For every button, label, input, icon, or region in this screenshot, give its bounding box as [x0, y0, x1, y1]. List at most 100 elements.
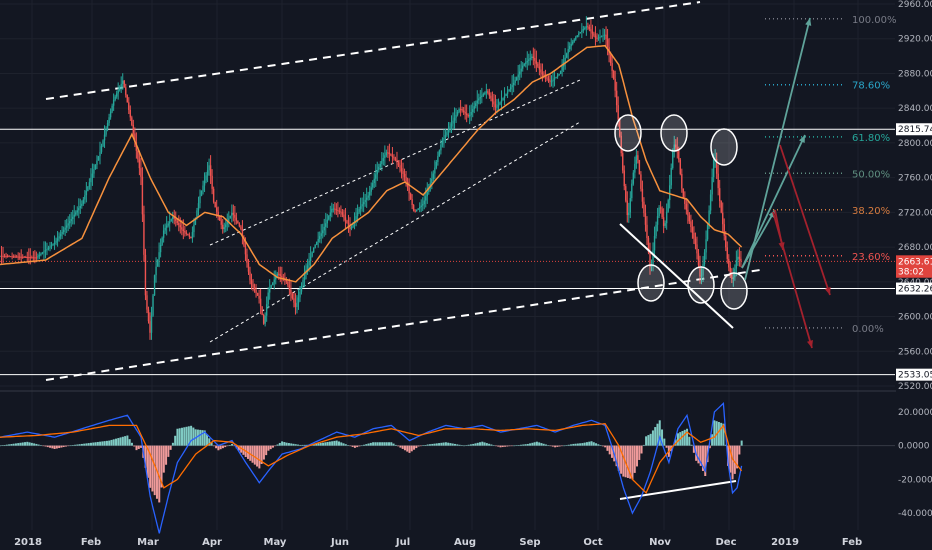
macd-histogram-bar	[103, 441, 106, 446]
candle-body	[534, 57, 536, 61]
macd-histogram-bar	[303, 444, 306, 446]
macd-histogram-bar	[708, 445, 711, 449]
macd-histogram-bar	[55, 445, 58, 449]
candle-body	[114, 96, 116, 100]
candle-body	[555, 76, 557, 79]
macd-histogram-bar	[67, 445, 70, 447]
candle-body	[723, 224, 725, 236]
macd-histogram-bar	[433, 443, 436, 446]
macd-histogram-bar	[699, 445, 702, 466]
macd-histogram-bar	[406, 445, 409, 452]
candle-body	[623, 170, 625, 187]
macd-histogram-bar	[196, 429, 199, 446]
macd-histogram-bar	[169, 445, 172, 450]
candle-body	[505, 93, 507, 96]
candle-body	[253, 287, 256, 291]
macd-histogram-bar	[171, 442, 174, 446]
candle-body	[575, 37, 577, 40]
macd-axis-tick: -40.0000	[898, 509, 932, 519]
candle-body	[58, 236, 60, 239]
macd-histogram-bar	[731, 445, 734, 480]
macd-histogram-bar	[492, 445, 495, 446]
candle-body	[493, 101, 495, 105]
macd-histogram-bar	[69, 445, 72, 447]
candle-body	[41, 252, 44, 254]
macd-histogram-bar	[583, 442, 586, 446]
candle-body	[420, 205, 422, 207]
macd-histogram-bar	[356, 445, 359, 448]
candle-body	[726, 247, 728, 259]
macd-histogram-bar	[408, 445, 411, 453]
candle-body	[258, 295, 260, 299]
candle-body	[309, 256, 312, 261]
macd-histogram-bar	[60, 445, 63, 448]
price-label-background	[896, 255, 932, 268]
candle-body	[732, 277, 735, 280]
macd-histogram-bar	[340, 442, 343, 446]
candle-body	[144, 254, 147, 296]
macd-histogram-bar	[549, 445, 552, 447]
candle-body	[20, 256, 22, 258]
candle-body	[259, 298, 262, 307]
candle-body	[267, 292, 269, 305]
macd-histogram-bar	[560, 445, 563, 447]
candle-body	[208, 165, 210, 171]
candle-body	[725, 235, 727, 248]
candle-body	[531, 56, 533, 59]
candle-body	[202, 185, 204, 191]
macd-histogram-bar	[738, 445, 741, 455]
candle-body	[9, 256, 12, 258]
candle-body	[447, 129, 450, 133]
candle-body	[241, 229, 244, 238]
fib-level-label: 100.00%	[852, 15, 897, 26]
macd-histogram-bar	[519, 444, 522, 446]
candle-body	[706, 224, 709, 240]
candle-body	[615, 90, 618, 106]
macd-histogram-bar	[574, 443, 577, 446]
candle-body	[282, 277, 285, 279]
candle-body	[506, 91, 509, 94]
candle-body	[467, 114, 469, 117]
macd-histogram-bar	[651, 430, 654, 446]
macd-histogram-bar	[83, 443, 86, 446]
time-axis-tick: Jun	[330, 537, 349, 548]
candle-body	[22, 256, 24, 258]
macd-histogram-bar	[472, 443, 475, 446]
macd-histogram-bar	[199, 429, 202, 446]
macd-histogram-bar	[599, 445, 602, 446]
macd-histogram-bar	[426, 444, 429, 446]
candle-body	[6, 256, 9, 258]
candle-body	[159, 244, 162, 253]
candle-body	[375, 174, 377, 179]
candle-body	[731, 273, 733, 280]
macd-histogram-bar	[135, 445, 138, 451]
candle-body	[432, 173, 435, 179]
price-axis[interactable]: 2960.00 2920.00 2880.00 2840.00 2800.00 2760.…	[896, 0, 932, 530]
macd-histogram-bar	[736, 445, 739, 469]
candle-body	[393, 157, 395, 159]
candle-body	[488, 92, 491, 96]
macd-histogram-bar	[517, 445, 520, 446]
macd-histogram-bar	[301, 444, 304, 446]
candle-body	[335, 209, 338, 211]
macd-histogram-bar	[588, 441, 591, 446]
macd-histogram-bar	[522, 444, 525, 446]
candle-body	[70, 218, 72, 222]
candle-body	[212, 188, 215, 202]
macd-histogram-bar	[665, 445, 668, 448]
candle-body	[653, 235, 656, 251]
macd-histogram-bar	[447, 442, 450, 446]
candle-body	[256, 292, 259, 296]
candle-body	[290, 289, 292, 295]
candle-body	[88, 182, 91, 187]
candle-body	[299, 291, 301, 298]
candle-body	[261, 306, 263, 316]
candle-body	[87, 186, 89, 191]
candle-body	[193, 224, 195, 233]
price-label: 38:02	[898, 268, 924, 278]
candle-body	[517, 74, 519, 78]
candle-body	[664, 223, 666, 226]
time-axis[interactable]: 2018 Feb Mar Apr May Jun Jul Aug Sep Oct Nov Dec 201…	[14, 537, 862, 548]
candle-body	[246, 254, 248, 264]
